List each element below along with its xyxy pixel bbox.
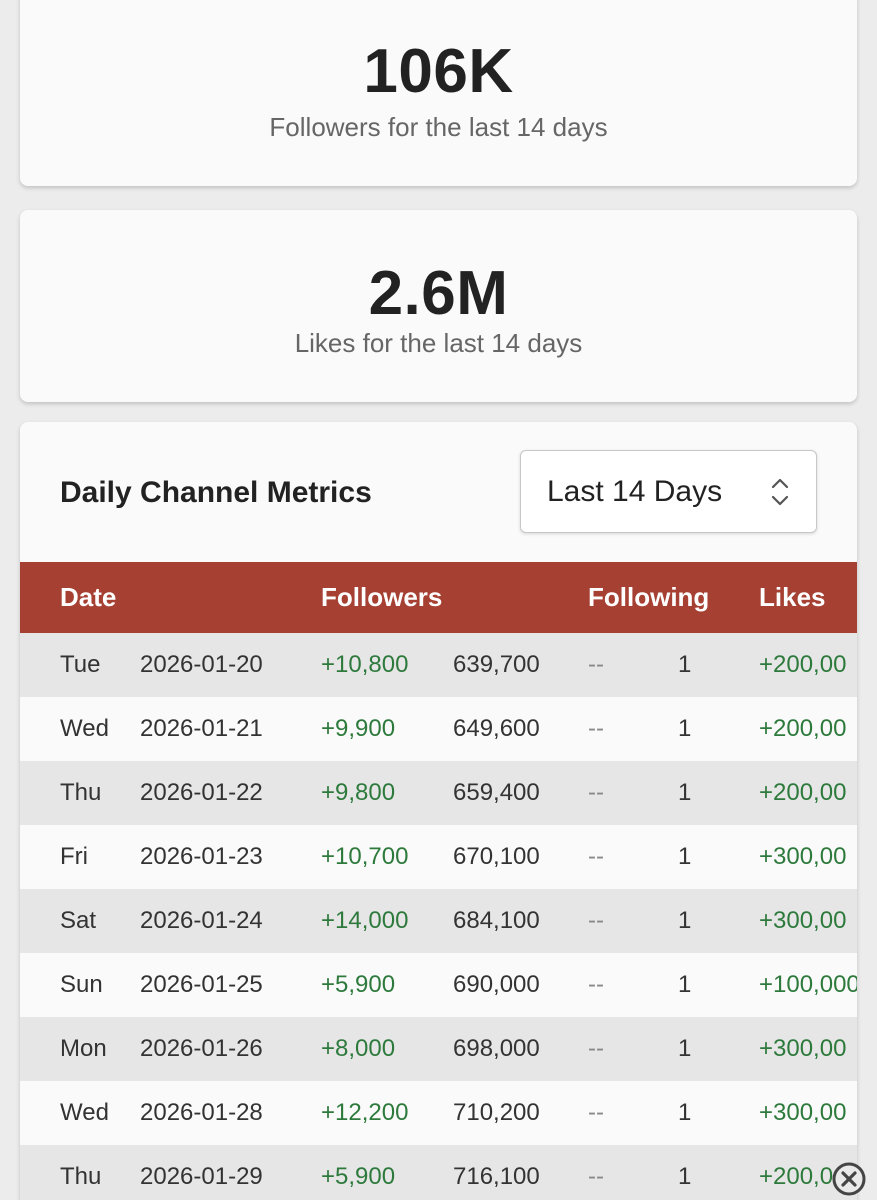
cell-followers-total: 710,200 [453, 1099, 540, 1126]
cell-followers-change: +9,900 [321, 715, 396, 742]
cell-followers-total: 649,600 [453, 715, 540, 742]
cell-day: Wed [60, 715, 109, 742]
cell-following-total: 1 [678, 779, 692, 806]
cell-following-change: -- [588, 1099, 604, 1126]
cell-followers-total: 684,100 [453, 907, 540, 934]
cell-following-change: -- [588, 843, 604, 870]
table-row[interactable]: Mon 2026-01-26 +8,000 698,000 -- 1 +300,00 [20, 1017, 857, 1081]
column-header-date[interactable]: Date [60, 582, 117, 612]
followers-total-label: Followers for the last 14 days [269, 112, 608, 142]
followers-total-value: 106K [363, 37, 514, 106]
cell-following-change: -- [588, 1163, 604, 1190]
cell-following-change: -- [588, 715, 604, 742]
cell-day: Sat [60, 907, 97, 934]
likes-total-label: Likes for the last 14 days [294, 328, 583, 358]
chevron-updown-icon [769, 475, 791, 509]
date-range-select[interactable]: Last 14 Days [520, 450, 817, 533]
likes-total-value: 2.6M [368, 259, 509, 328]
cell-following-total: 1 [678, 907, 692, 934]
cell-followers-change: +9,800 [321, 779, 396, 806]
table-row[interactable]: Thu 2026-01-22 +9,800 659,400 -- 1 +200,00 [20, 761, 857, 825]
cell-day: Thu [60, 1163, 102, 1190]
cell-followers-change: +5,900 [321, 971, 396, 998]
cell-followers-total: 690,000 [453, 971, 540, 998]
cell-followers-total: 698,000 [453, 1035, 540, 1062]
cell-day: Sun [60, 971, 103, 998]
cell-likes-change: +200,00 [759, 651, 847, 678]
cell-following-change: -- [588, 971, 604, 998]
followers-summary-card: 106K Followers for the last 14 days [20, 0, 857, 186]
cell-following-total: 1 [678, 971, 692, 998]
daily-metrics-card: Daily Channel Metrics Last 14 Days Date … [20, 422, 857, 1200]
cell-date: 2026-01-24 [140, 907, 263, 934]
date-range-value: Last 14 Days [547, 475, 723, 508]
cell-followers-change: +5,900 [321, 1163, 396, 1190]
cell-date: 2026-01-23 [140, 843, 263, 870]
table-row[interactable]: Fri 2026-01-23 +10,700 670,100 -- 1 +300,00 [20, 825, 857, 889]
cell-following-total: 1 [678, 1035, 692, 1062]
cell-followers-total: 659,400 [453, 779, 540, 806]
cell-following-change: -- [588, 779, 604, 806]
table-row[interactable]: Tue 2026-01-20 +10,800 639,700 -- 1 +200,00 [20, 633, 857, 697]
cell-day: Tue [60, 651, 101, 678]
cell-likes-change: +300,00 [759, 1035, 847, 1062]
cell-date: 2026-01-28 [140, 1099, 263, 1126]
cell-followers-change: +8,000 [321, 1035, 396, 1062]
table-row[interactable]: Wed 2026-01-21 +9,900 649,600 -- 1 +200,00 [20, 697, 857, 761]
cell-date: 2026-01-21 [140, 715, 263, 742]
cell-likes-change: +200,00 [759, 715, 847, 742]
cell-likes-change: +300,00 [759, 1099, 847, 1126]
cell-followers-change: +10,800 [321, 651, 409, 678]
metrics-table-header: Date Followers Following Likes [20, 562, 857, 633]
close-icon[interactable] [831, 1161, 867, 1197]
table-row[interactable]: Sun 2026-01-25 +5,900 690,000 -- 1 +100,000 [20, 953, 857, 1017]
table-row[interactable]: Sat 2026-01-24 +14,000 684,100 -- 1 +300,00 [20, 889, 857, 953]
cell-likes-change: +200,00 [759, 779, 847, 806]
cell-date: 2026-01-25 [140, 971, 263, 998]
cell-day: Wed [60, 1099, 109, 1126]
cell-likes-change: +200,0 [759, 1163, 834, 1190]
cell-followers-total: 639,700 [453, 651, 540, 678]
column-header-likes[interactable]: Likes [759, 582, 826, 612]
cell-followers-change: +10,700 [321, 843, 409, 870]
table-row[interactable]: Wed 2026-01-28 +12,200 710,200 -- 1 +300,00 [20, 1081, 857, 1145]
metrics-title: Daily Channel Metrics [60, 476, 372, 509]
cell-following-total: 1 [678, 715, 692, 742]
cell-followers-change: +12,200 [321, 1099, 409, 1126]
cell-likes-change: +300,00 [759, 907, 847, 934]
cell-day: Fri [60, 843, 88, 870]
cell-date: 2026-01-20 [140, 651, 263, 678]
cell-following-total: 1 [678, 651, 692, 678]
cell-following-total: 1 [678, 843, 692, 870]
cell-followers-total: 716,100 [453, 1163, 540, 1190]
cell-following-change: -- [588, 1035, 604, 1062]
cell-following-total: 1 [678, 1099, 692, 1126]
likes-summary-card: 2.6M Likes for the last 14 days [20, 210, 857, 402]
column-header-following[interactable]: Following [588, 582, 710, 612]
table-row[interactable]: Thu 2026-01-29 +5,900 716,100 -- 1 +200,0 [20, 1145, 857, 1200]
cell-date: 2026-01-26 [140, 1035, 263, 1062]
cell-day: Mon [60, 1035, 107, 1062]
cell-date: 2026-01-29 [140, 1163, 263, 1190]
cell-followers-change: +14,000 [321, 907, 409, 934]
metrics-table-body: Tue 2026-01-20 +10,800 639,700 -- 1 +200,00 Wed… [20, 633, 857, 1200]
cell-followers-total: 670,100 [453, 843, 540, 870]
column-header-followers[interactable]: Followers [321, 582, 443, 612]
cell-likes-change: +300,00 [759, 843, 847, 870]
cell-following-change: -- [588, 907, 604, 934]
cell-likes-change: +100,000 [759, 971, 857, 998]
cell-date: 2026-01-22 [140, 779, 263, 806]
cell-following-total: 1 [678, 1163, 692, 1190]
cell-day: Thu [60, 779, 102, 806]
cell-following-change: -- [588, 651, 604, 678]
